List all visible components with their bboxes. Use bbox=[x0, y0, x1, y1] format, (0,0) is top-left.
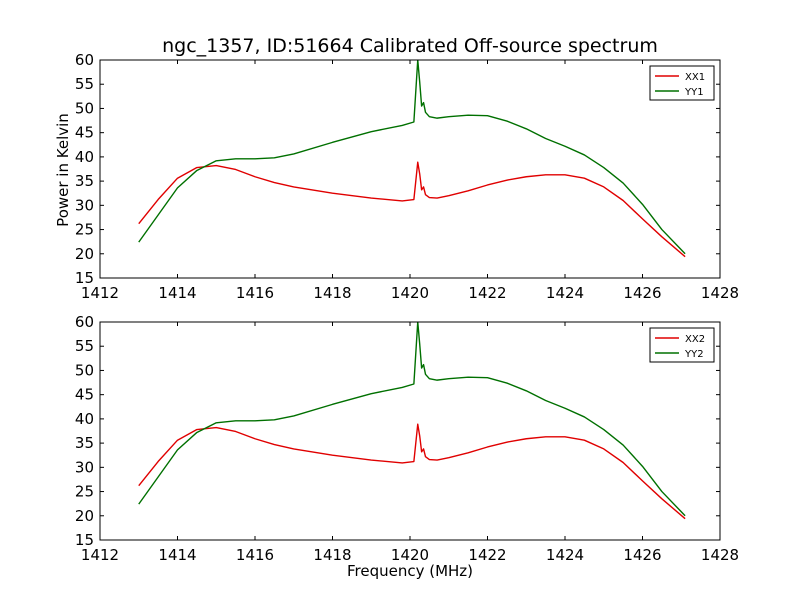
legend-box bbox=[649, 327, 715, 363]
y-tick-label: 45 bbox=[75, 386, 94, 404]
top-subplot: 1412 1414 1416 1418 1420 1422 1424 1426 1428 15 20… bbox=[75, 51, 739, 302]
x-tick-label: 1412 bbox=[81, 284, 119, 302]
y-tick-label: 50 bbox=[75, 361, 94, 379]
legend-label-xx1: XX1 bbox=[685, 72, 705, 83]
x-tick-label: 1418 bbox=[313, 284, 351, 302]
series-line-yy2 bbox=[138, 322, 686, 517]
series-line-xx1 bbox=[138, 161, 686, 258]
figure-title: ngc_1357, ID:51664 Calibrated Off-source… bbox=[162, 35, 658, 57]
y-tick-label: 15 bbox=[75, 531, 94, 549]
x-tick-label: 1420 bbox=[391, 284, 429, 302]
x-tick-label: 1428 bbox=[701, 284, 739, 302]
y-tick-label: 40 bbox=[75, 410, 94, 428]
y-tick-label: 60 bbox=[75, 313, 94, 331]
y-tick-label: 55 bbox=[75, 337, 94, 355]
y-tick-label: 20 bbox=[75, 245, 94, 263]
y-tick-label: 50 bbox=[75, 99, 94, 117]
y-tick-label: 25 bbox=[75, 221, 94, 239]
legend-label-xx2: XX2 bbox=[685, 334, 705, 345]
legend-label-yy1: YY1 bbox=[684, 87, 704, 98]
y-tick-label: 55 bbox=[75, 75, 94, 93]
top-ylabel: Power in Kelvin bbox=[54, 113, 72, 227]
bottom-subplot: 1412 1414 1416 1418 1420 1422 1424 1426 1428 15 20… bbox=[75, 313, 739, 564]
x-tick-label: 1414 bbox=[158, 284, 196, 302]
x-tick-label: 1422 bbox=[468, 546, 506, 564]
x-tick-label: 1416 bbox=[236, 546, 274, 564]
y-tick-label: 35 bbox=[75, 434, 94, 452]
series-line-yy1 bbox=[138, 60, 686, 255]
x-tick-label: 1418 bbox=[313, 546, 351, 564]
x-tick-label: 1422 bbox=[468, 284, 506, 302]
shared-xlabel: Frequency (MHz) bbox=[347, 562, 473, 580]
x-tick-label: 1412 bbox=[81, 546, 119, 564]
y-tick-label: 35 bbox=[75, 172, 94, 190]
x-tick-label: 1414 bbox=[158, 546, 196, 564]
y-tick-label: 40 bbox=[75, 148, 94, 166]
legend-label-yy2: YY2 bbox=[684, 349, 704, 360]
y-tick-label: 30 bbox=[75, 458, 94, 476]
y-tick-label: 60 bbox=[75, 51, 94, 69]
y-tick-label: 20 bbox=[75, 507, 94, 525]
y-tick-label: 45 bbox=[75, 124, 94, 142]
x-tick-label: 1424 bbox=[546, 284, 584, 302]
x-tick-label: 1428 bbox=[701, 546, 739, 564]
x-tick-label: 1426 bbox=[623, 284, 661, 302]
x-tick-label: 1424 bbox=[546, 546, 584, 564]
x-tick-label: 1420 bbox=[391, 546, 429, 564]
legend-box bbox=[649, 65, 715, 101]
y-tick-label: 15 bbox=[75, 269, 94, 287]
y-tick-label: 25 bbox=[75, 483, 94, 501]
x-tick-label: 1416 bbox=[236, 284, 274, 302]
series-line-xx2 bbox=[138, 423, 686, 520]
y-tick-label: 30 bbox=[75, 196, 94, 214]
x-tick-label: 1426 bbox=[623, 546, 661, 564]
